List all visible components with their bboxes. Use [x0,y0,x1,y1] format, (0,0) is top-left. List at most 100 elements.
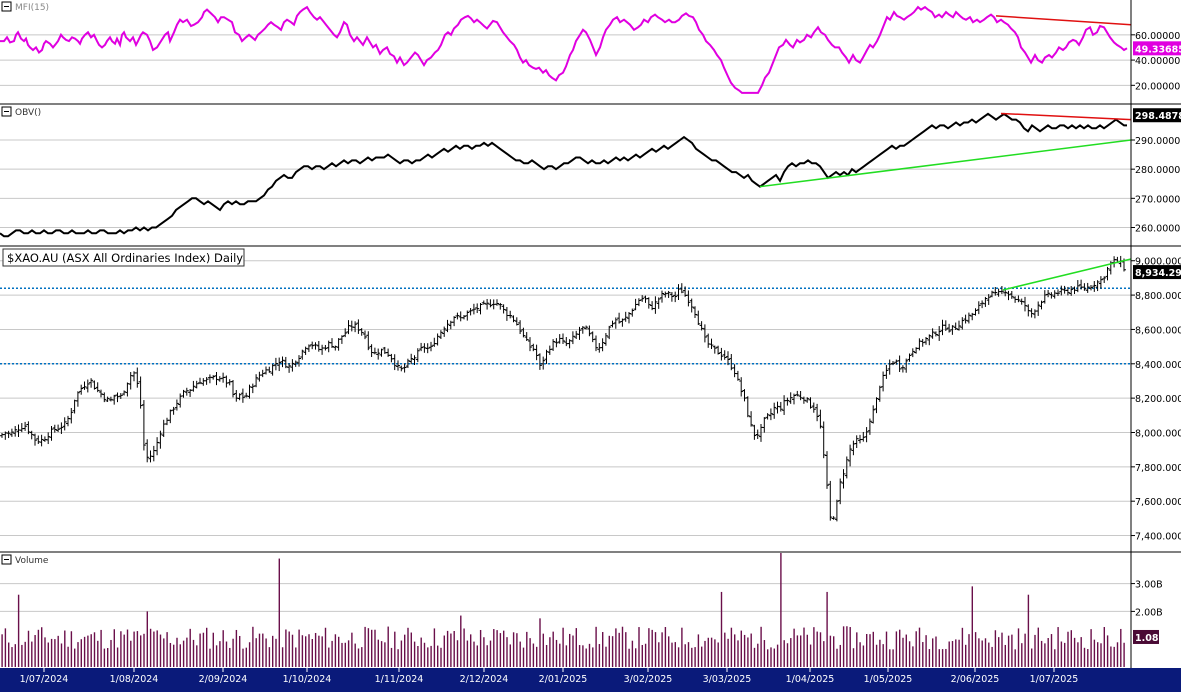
ohlc-bar [600,338,605,352]
volume-bar [37,629,40,667]
volume-bar [677,647,680,667]
ohlc-bar [339,335,344,344]
volume-bar [199,633,201,667]
ohlc-bar [561,333,565,345]
volume-bar [433,628,436,667]
volume-bar [446,630,449,667]
volume-bar [968,634,970,667]
volume-bar [819,632,822,667]
volume-bar [849,627,851,667]
ohlc-bar [297,355,301,367]
ohlc-bar [112,394,117,405]
ohlc-bar [537,353,542,370]
volume-bar [648,628,650,667]
volume-bar [1004,644,1006,667]
volume-bar [908,641,911,667]
obv-gridlines [0,139,1131,228]
ohlc-bar [848,444,853,467]
volume-bar [875,644,878,667]
price-tick-label: 9,000.0000 [1135,257,1181,268]
volume-bar [641,644,643,667]
obv-tick-label: 270.00000B [1135,194,1181,205]
volume-bar [34,635,36,667]
ohlc-bar [237,393,242,401]
volume-bar [899,629,901,667]
date-axis: 1/07/2024 1/08/2024 2/09/2024 1/10/2024 1/11… [20,668,1078,685]
volume-bar [925,635,927,667]
volume-bar [166,632,168,667]
ohlc-bar [396,360,400,371]
ohlc-bar [392,354,397,371]
volume-bar [681,627,683,667]
volume-bar [77,642,79,667]
obv-uptrend-line [759,139,1132,188]
volume-bar [720,591,723,667]
ohlc-bar [884,364,889,379]
price-trendlines [1002,258,1132,291]
ohlc-bar [1039,300,1044,310]
ohlc-bar [630,308,635,317]
volume-bar [948,641,950,667]
ohlc-bar [409,353,414,365]
volume-bar [460,615,462,667]
ohlc-bar [828,480,833,521]
volume-bar [202,632,205,667]
ohlc-bar [950,325,955,335]
mfi-tick-label: 40.00000 [1135,56,1180,67]
volume-bar [1034,634,1036,667]
volume-bar [153,631,155,667]
ohlc-bar [211,375,216,380]
volume-bar [608,635,610,667]
ohlc-bar [805,397,810,403]
volume-bar [479,629,482,667]
ohlc-bar [524,332,529,342]
volume-bar [912,646,914,667]
volume-bar [331,640,333,667]
ohlc-bar [273,357,278,371]
ohlc-bar [471,303,476,315]
obv-downtrend-line [1000,112,1132,121]
volume-bar [377,639,379,667]
volume-bar [961,627,964,667]
volume-bar [545,644,548,667]
volume-tick-label: 3.00B [1135,580,1163,591]
ohlc-bar [23,421,28,431]
ohlc-bar [498,302,503,310]
volume-bar [285,629,287,667]
volume-bar [41,627,43,667]
volume-bar [354,643,356,667]
ohlc-bar [29,430,34,440]
volume-bar [803,627,805,667]
date-tick-label: 2/12/2024 [460,674,509,685]
ohlc-bar [514,317,519,326]
ohlc-bar [660,290,664,303]
volume-bar [374,629,376,667]
date-tick-label: 3/02/2025 [624,674,673,685]
ohlc-bar [772,402,777,419]
volume-gridlines [0,583,1131,612]
ohlc-bar [481,300,486,305]
date-tick-label: 2/09/2024 [199,674,248,685]
volume-bar [955,639,957,667]
volume-bar [978,638,980,667]
volume-bar [14,644,16,667]
ohlc-bar [613,317,618,329]
volume-bar [1070,630,1072,667]
volume-bar [625,632,627,667]
volume-bar [829,635,832,667]
ohlc-bar [1016,295,1021,303]
ohlc-bar [910,348,915,358]
ohlc-bar [1089,284,1093,291]
ohlc-bar [141,400,146,451]
volume-bar [140,635,142,667]
volume-bar [892,649,894,667]
volume-bar [44,637,46,667]
ohlc-bar [191,380,196,392]
ohlc-bar [554,338,559,348]
volume-bar [935,636,937,667]
volume-bar [611,636,614,667]
volume-bar [347,640,350,667]
volume-bar [684,644,686,667]
ohlc-bar [429,341,433,352]
price-last-value: 8,934.2998 [1135,268,1181,279]
